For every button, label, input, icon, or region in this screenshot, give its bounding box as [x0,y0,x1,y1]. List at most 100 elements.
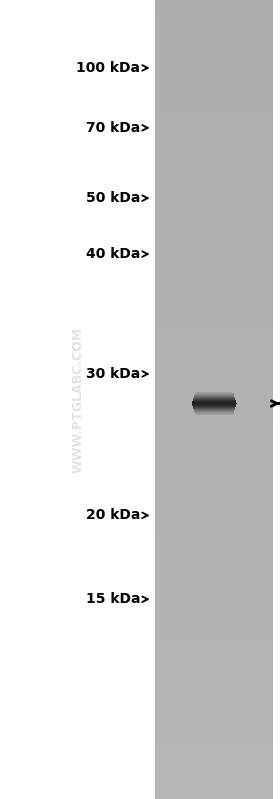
Bar [155,66,273,70]
Bar [155,296,273,298]
Bar [155,519,273,522]
Bar [155,328,273,330]
Bar [155,10,273,14]
Bar [155,663,273,666]
Bar [155,695,273,698]
Text: 40 kDa: 40 kDa [86,247,140,261]
Bar [155,213,273,216]
Bar [155,101,273,104]
Bar [155,154,273,157]
Bar [155,96,273,98]
Bar [155,22,273,24]
Bar [155,706,273,709]
Bar [155,669,273,671]
Bar [155,581,273,583]
Bar [155,272,273,274]
Bar [155,629,273,631]
Bar [155,634,273,637]
Bar [155,176,273,178]
Bar [155,453,273,455]
Bar [155,269,273,272]
Bar [155,232,273,234]
Bar [155,250,273,253]
Bar [155,405,273,407]
Bar [155,392,273,394]
Bar [155,184,273,186]
Bar [155,346,273,349]
Bar [155,34,273,38]
Bar [155,498,273,501]
Bar [155,631,273,634]
Bar [155,719,273,721]
Bar [155,562,273,565]
Bar [155,282,273,285]
Bar [155,0,273,2]
Bar [155,677,273,679]
Bar [155,485,273,487]
Bar [155,170,273,173]
Bar [155,104,273,106]
Bar [155,261,273,264]
Bar [155,589,273,591]
Bar [155,737,273,741]
Bar [155,344,273,346]
Bar [155,149,273,152]
Bar [155,237,273,240]
Bar [155,229,273,232]
Bar [155,479,273,482]
Bar [155,487,273,490]
Bar [155,783,273,785]
Bar [155,791,273,793]
Bar [155,56,273,58]
Bar [155,703,273,706]
Bar [155,264,273,266]
Bar [155,208,273,210]
Bar [155,386,273,389]
Bar [155,93,273,96]
Bar [155,256,273,258]
Bar [155,565,273,567]
Bar [155,338,273,341]
Bar [155,152,273,154]
Bar [155,288,273,290]
Bar [155,26,273,30]
Bar [155,192,273,194]
Bar [155,743,273,745]
Bar [155,266,273,269]
Bar [155,618,273,621]
Bar [155,583,273,586]
Bar [155,418,273,421]
Bar [155,749,273,751]
Bar [155,274,273,277]
Bar [155,455,273,458]
Bar [155,573,273,575]
Bar [155,224,273,226]
Bar [155,32,273,34]
Bar [155,78,273,80]
Bar [155,125,273,128]
Bar [155,162,273,165]
Bar [155,6,273,8]
Bar [155,197,273,200]
Bar [155,578,273,581]
Bar [155,42,273,46]
Text: 15 kDa: 15 kDa [85,592,140,606]
Bar [155,666,273,669]
Bar [155,298,273,301]
Bar [155,775,273,777]
Bar [155,357,273,360]
Bar [155,442,273,445]
Bar [155,610,273,613]
Bar [155,407,273,410]
Bar [155,761,273,765]
Bar [155,165,273,168]
Bar [155,8,273,10]
Bar [155,437,273,439]
Bar [155,469,273,471]
Bar [155,637,273,639]
Bar [155,522,273,525]
Bar [155,729,273,733]
Bar [155,309,273,312]
Bar [155,72,273,74]
Bar [155,400,273,402]
